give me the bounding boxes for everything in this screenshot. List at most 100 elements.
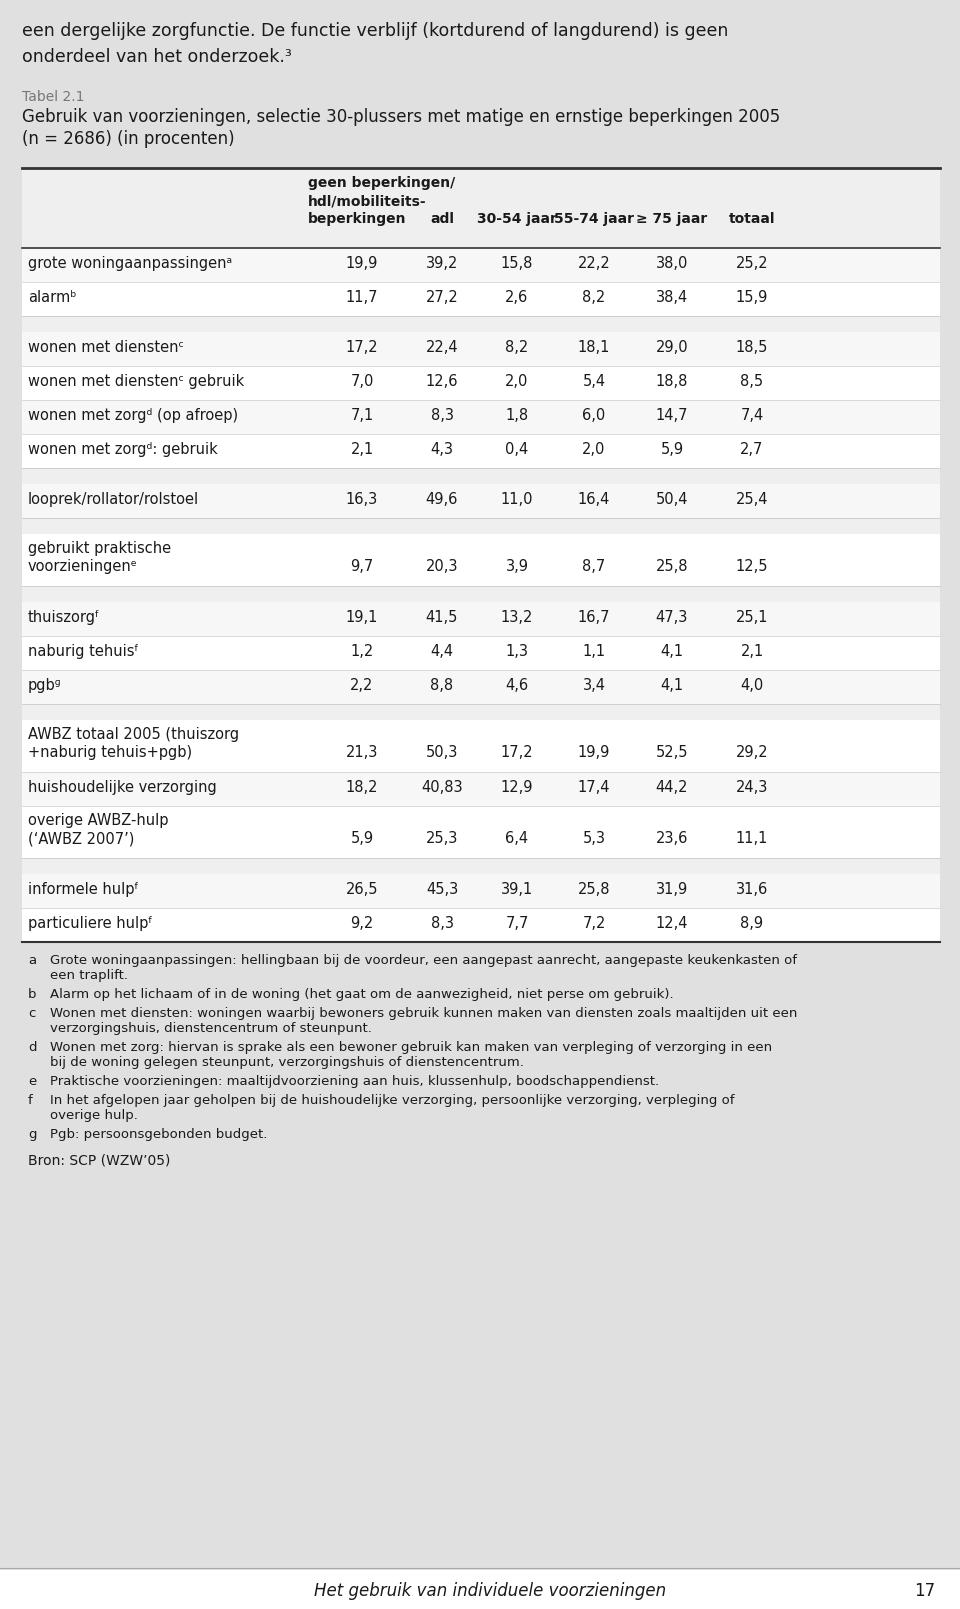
Bar bbox=[22, 365, 940, 401]
Bar bbox=[22, 806, 940, 858]
Bar bbox=[22, 167, 940, 248]
Text: Het gebruik van individuele voorzieningen: Het gebruik van individuele voorzieninge… bbox=[314, 1582, 666, 1599]
Bar bbox=[22, 484, 940, 518]
Text: (‘AWBZ 2007’): (‘AWBZ 2007’) bbox=[28, 830, 134, 846]
Text: 1,1: 1,1 bbox=[583, 644, 606, 660]
Text: 11,7: 11,7 bbox=[346, 290, 378, 306]
Text: 4,0: 4,0 bbox=[740, 677, 763, 693]
Text: 0,4: 0,4 bbox=[505, 442, 529, 457]
Text: 8,7: 8,7 bbox=[583, 558, 606, 574]
Text: informele hulpᶠ: informele hulpᶠ bbox=[28, 882, 139, 896]
Text: 17,4: 17,4 bbox=[578, 780, 611, 795]
Bar bbox=[22, 282, 940, 315]
Text: 4,4: 4,4 bbox=[430, 644, 453, 660]
Text: 2,2: 2,2 bbox=[350, 677, 373, 693]
Text: 38,0: 38,0 bbox=[656, 256, 688, 270]
Text: 19,9: 19,9 bbox=[346, 256, 378, 270]
Text: Pgb: persoonsgebonden budget.: Pgb: persoonsgebonden budget. bbox=[50, 1128, 268, 1141]
Text: 4,1: 4,1 bbox=[660, 677, 684, 693]
Text: wonen met zorgᵈ (op afroep): wonen met zorgᵈ (op afroep) bbox=[28, 409, 238, 423]
Text: 7,7: 7,7 bbox=[505, 916, 529, 932]
Text: 9,2: 9,2 bbox=[350, 916, 373, 932]
Text: 11,0: 11,0 bbox=[501, 492, 533, 507]
Bar bbox=[22, 669, 940, 705]
Text: 18,2: 18,2 bbox=[346, 780, 378, 795]
Text: 7,4: 7,4 bbox=[740, 409, 763, 423]
Text: 1,2: 1,2 bbox=[350, 644, 373, 660]
Text: wonen met zorgᵈ: gebruik: wonen met zorgᵈ: gebruik bbox=[28, 442, 218, 457]
Text: totaal: totaal bbox=[729, 212, 776, 225]
Text: 30-54 jaar: 30-54 jaar bbox=[477, 212, 557, 225]
Bar bbox=[22, 315, 940, 331]
Text: 8,2: 8,2 bbox=[505, 339, 529, 356]
Text: 20,3: 20,3 bbox=[425, 558, 458, 574]
Bar bbox=[22, 534, 940, 586]
Text: een traplift.: een traplift. bbox=[50, 969, 128, 981]
Text: 2,1: 2,1 bbox=[740, 644, 763, 660]
Text: 4,1: 4,1 bbox=[660, 644, 684, 660]
Text: Bron: SCP (WZW’05): Bron: SCP (WZW’05) bbox=[28, 1154, 170, 1167]
Text: 8,9: 8,9 bbox=[740, 916, 763, 932]
Text: 16,3: 16,3 bbox=[346, 492, 378, 507]
Text: Wonen met zorg: hiervan is sprake als een bewoner gebruik kan maken van verplegi: Wonen met zorg: hiervan is sprake als ee… bbox=[50, 1041, 772, 1054]
Text: alarmᵇ: alarmᵇ bbox=[28, 290, 77, 306]
Bar bbox=[22, 518, 940, 534]
Text: 5,3: 5,3 bbox=[583, 830, 606, 846]
Text: e: e bbox=[28, 1075, 36, 1088]
Text: 3,9: 3,9 bbox=[506, 558, 529, 574]
Text: 6,4: 6,4 bbox=[505, 830, 529, 846]
Bar bbox=[22, 468, 940, 484]
Text: 2,6: 2,6 bbox=[505, 290, 529, 306]
Bar bbox=[22, 907, 940, 941]
Text: AWBZ totaal 2005 (thuiszorg: AWBZ totaal 2005 (thuiszorg bbox=[28, 727, 239, 742]
Text: Grote woningaanpassingen: hellingbaan bij de voordeur, een aangepast aanrecht, a: Grote woningaanpassingen: hellingbaan bi… bbox=[50, 954, 797, 967]
Text: 27,2: 27,2 bbox=[425, 290, 458, 306]
Text: looprek/rollator/rolstoel: looprek/rollator/rolstoel bbox=[28, 492, 199, 507]
Text: thuiszorgᶠ: thuiszorgᶠ bbox=[28, 610, 101, 624]
Text: 12,5: 12,5 bbox=[735, 558, 768, 574]
Text: Wonen met diensten: woningen waarbij bewoners gebruik kunnen maken van diensten : Wonen met diensten: woningen waarbij bew… bbox=[50, 1007, 798, 1020]
Text: a: a bbox=[28, 954, 36, 967]
Text: In het afgelopen jaar geholpen bij de huishoudelijke verzorging, persoonlijke ve: In het afgelopen jaar geholpen bij de hu… bbox=[50, 1094, 734, 1107]
Text: c: c bbox=[28, 1007, 36, 1020]
Text: 22,4: 22,4 bbox=[425, 339, 458, 356]
Text: b: b bbox=[28, 988, 36, 1001]
Text: 29,2: 29,2 bbox=[735, 745, 768, 759]
Text: 12,9: 12,9 bbox=[501, 780, 533, 795]
Text: 11,1: 11,1 bbox=[735, 830, 768, 846]
Text: bij de woning gelegen steunpunt, verzorgingshuis of dienstencentrum.: bij de woning gelegen steunpunt, verzorg… bbox=[50, 1056, 524, 1068]
Bar bbox=[22, 636, 940, 669]
Text: 25,3: 25,3 bbox=[426, 830, 458, 846]
Text: 25,2: 25,2 bbox=[735, 256, 768, 270]
Text: huishoudelijke verzorging: huishoudelijke verzorging bbox=[28, 780, 217, 795]
Text: 24,3: 24,3 bbox=[735, 780, 768, 795]
Bar bbox=[22, 248, 940, 282]
Text: Praktische voorzieningen: maaltijdvoorziening aan huis, klussenhulp, boodschappe: Praktische voorzieningen: maaltijdvoorzi… bbox=[50, 1075, 660, 1088]
Text: beperkingen: beperkingen bbox=[308, 212, 406, 225]
Text: 55-74 jaar: 55-74 jaar bbox=[554, 212, 634, 225]
Text: 13,2: 13,2 bbox=[501, 610, 533, 624]
Text: onderdeel van het onderzoek.³: onderdeel van het onderzoek.³ bbox=[22, 48, 292, 66]
Text: ≥ 75 jaar: ≥ 75 jaar bbox=[636, 212, 708, 225]
Text: 17,2: 17,2 bbox=[501, 745, 534, 759]
Text: 19,9: 19,9 bbox=[578, 745, 611, 759]
Text: 15,9: 15,9 bbox=[735, 290, 768, 306]
Text: 19,1: 19,1 bbox=[346, 610, 378, 624]
Bar bbox=[22, 772, 940, 806]
Text: 8,3: 8,3 bbox=[430, 916, 453, 932]
Text: naburig tehuisᶠ: naburig tehuisᶠ bbox=[28, 644, 139, 660]
Text: 2,1: 2,1 bbox=[350, 442, 373, 457]
Text: 23,6: 23,6 bbox=[656, 830, 688, 846]
Text: gebruikt praktische: gebruikt praktische bbox=[28, 541, 171, 557]
Text: g: g bbox=[28, 1128, 36, 1141]
Text: 38,4: 38,4 bbox=[656, 290, 688, 306]
Text: 16,4: 16,4 bbox=[578, 492, 611, 507]
Text: 50,4: 50,4 bbox=[656, 492, 688, 507]
Text: 4,3: 4,3 bbox=[430, 442, 453, 457]
Text: 8,2: 8,2 bbox=[583, 290, 606, 306]
Bar bbox=[22, 602, 940, 636]
Text: wonen met dienstenᶜ: wonen met dienstenᶜ bbox=[28, 339, 184, 356]
Text: 25,8: 25,8 bbox=[578, 882, 611, 896]
Text: hdl/mobiliteits-: hdl/mobiliteits- bbox=[308, 195, 426, 208]
Text: (n = 2686) (in procenten): (n = 2686) (in procenten) bbox=[22, 130, 234, 148]
